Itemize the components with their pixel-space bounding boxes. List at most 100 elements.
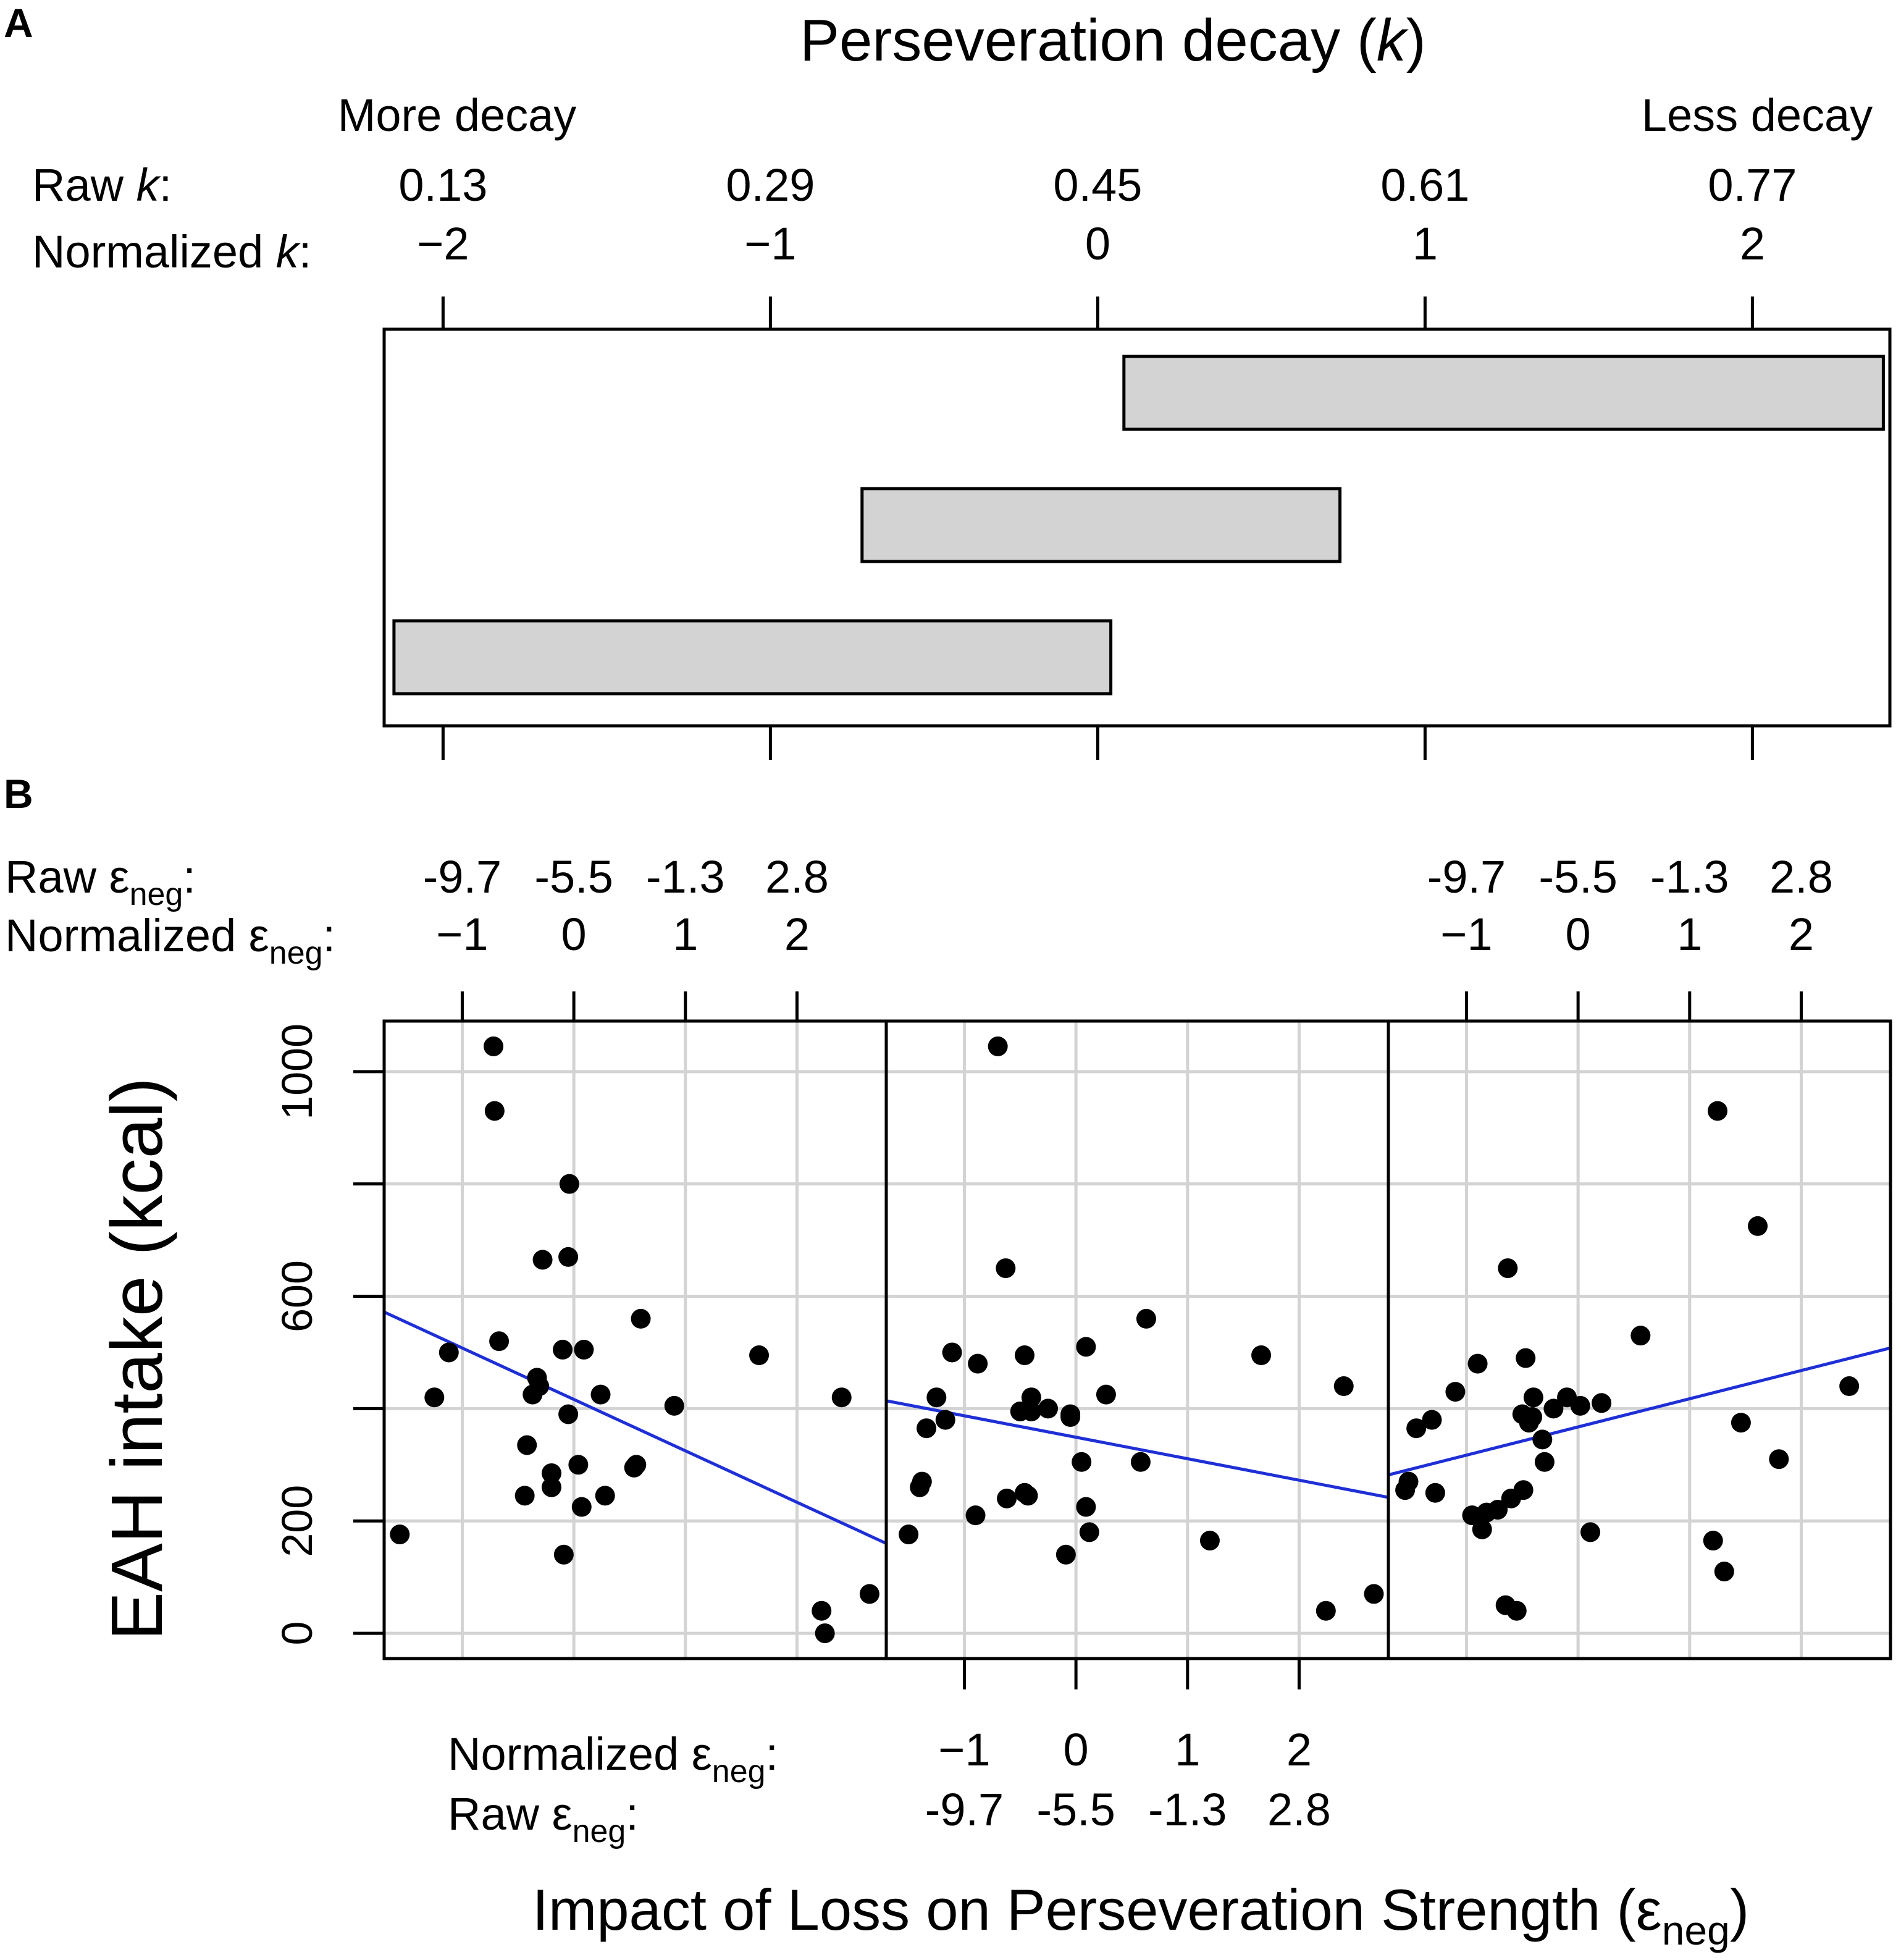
data-point-0-2 [439,1342,459,1363]
scatter-panel-1: −1 -9.7 0 -5.5 1 -1.3 2 2.8 [884,1019,1390,1835]
data-point-2-21 [1532,1429,1553,1450]
normalized-eps-label-left-sub: neg [269,935,323,971]
data-point-1-21 [1060,1407,1081,1428]
data-point-1-9 [988,1036,1008,1056]
normalized-k-tick-4: 2 [1740,218,1765,269]
data-point-0-17 [559,1174,579,1194]
normalized-eps-label-bottom-sub: neg [712,1754,766,1790]
raw-eps-label-left-sub: neg [130,877,183,912]
data-point-2-20 [1523,1387,1543,1408]
data-point-2-1 [1398,1471,1419,1492]
data-point-2-4 [1425,1483,1445,1503]
data-point-2-3 [1422,1410,1442,1430]
data-point-1-14 [1015,1345,1035,1366]
data-point-2-31 [1714,1562,1734,1582]
panel-b-plots: -9.7 −1 -5.5 0 -1.3 1 2.8 2 −1 -9.7 0 -5.5 1 -1.3 2 2.8… [273,851,1892,1835]
data-point-0-11 [532,1250,553,1270]
raw-eps-bottom-tick-label-3: 2.8 [1267,1784,1331,1835]
raw-eps-label-bottom: Raw εneg: [448,1788,639,1849]
raw-eps-label-bottom-text: Raw ε [448,1788,573,1840]
x-axis-title-sub: neg [1662,1907,1730,1953]
raw-eps-bottom-tick-label-1: -5.5 [1036,1784,1115,1835]
panel-b: B Raw εneg: Normalized εneg: Normalized … [4,771,1892,1953]
data-point-0-25 [626,1455,647,1475]
data-point-0-1 [424,1387,445,1408]
data-point-2-22 [1534,1452,1555,1472]
normalized-k-label-text: Normalized [32,226,276,277]
normalized-eps-top-tick-label-0-0: −1 [436,909,488,960]
data-point-1-0 [899,1525,919,1545]
data-point-2-5 [1445,1382,1466,1402]
data-point-1-24 [1076,1337,1096,1357]
data-point-1-18 [1038,1398,1058,1419]
raw-k-tick-1: 0.29 [726,159,815,211]
normalized-eps-bottom-tick-label-2: 1 [1175,1724,1200,1775]
data-point-1-19 [1055,1544,1076,1565]
data-point-1-11 [997,1488,1017,1508]
normalized-eps-bottom-tick-label-1: 0 [1064,1724,1089,1775]
data-point-2-23 [1543,1398,1564,1419]
raw-eps-bottom-tick-label-2: -1.3 [1148,1784,1227,1835]
k-interval-bar-1 [860,487,1342,563]
raw-eps-top-tick-label-0-2: -1.3 [646,851,725,902]
fit-line-1 [886,1399,1389,1499]
data-point-1-33 [1364,1584,1384,1604]
raw-eps-label-bottom-sub: neg [573,1814,626,1849]
data-point-1-30 [1251,1345,1272,1366]
raw-eps-top-tick-label-0-1: -5.5 [534,851,613,902]
data-point-2-19 [1522,1407,1543,1428]
normalized-eps-label-left-text: Normalized ε [5,910,269,961]
scatter-panel-0: -9.7 −1 -5.5 0 -1.3 1 2.8 2 [382,851,888,1660]
data-point-0-26 [631,1308,651,1329]
normalized-eps-label-bottom: Normalized εneg: [448,1728,778,1790]
y-axis: 0 200 600 1000 [273,1024,384,1646]
data-point-1-3 [917,1418,937,1439]
data-point-0-22 [590,1384,611,1405]
data-point-0-13 [542,1463,561,1483]
data-point-0-32 [859,1584,879,1604]
normalized-k-tick-1: −1 [744,218,796,269]
data-point-1-28 [1136,1308,1156,1329]
raw-k-tick-0: 0.13 [398,159,487,211]
raw-eps-bottom-tick-label-0: -9.7 [925,1784,1004,1835]
data-point-2-27 [1592,1393,1612,1413]
fit-line-0 [383,1310,888,1545]
data-point-0-6 [514,1486,535,1506]
data-point-2-26 [1580,1522,1601,1542]
normalized-eps-label-bottom-text: Normalized ε [448,1728,712,1780]
data-point-0-18 [558,1247,579,1267]
data-point-2-17 [1516,1348,1536,1368]
panel-a-title: Perseveration decay (k) [800,7,1426,74]
normalized-eps-bottom-tick-label-0: −1 [938,1724,990,1775]
raw-eps-label-bottom-colon: : [626,1788,639,1840]
panel-a: A Perseveration decay (k) More decay Les… [4,0,1892,760]
raw-k-label-var: k [136,159,162,211]
data-point-0-21 [574,1339,594,1360]
y-tick-label-2: 600 [273,1260,321,1332]
data-point-2-14 [1506,1600,1527,1621]
normalized-eps-top-tick-label-2-3: 2 [1789,909,1814,960]
data-point-0-31 [831,1387,852,1408]
raw-eps-top-tick-label-2-2: -1.3 [1650,851,1729,902]
raw-eps-top-tick-label-2-0: -9.7 [1427,851,1506,902]
x-axis-title-end: ) [1730,1877,1749,1942]
normalized-k-tick-3: 1 [1412,218,1438,269]
data-point-2-25 [1570,1395,1590,1416]
x-axis-title: Impact of Loss on Perseveration Strength… [532,1877,1749,1953]
raw-k-label-colon: : [159,159,172,211]
normalized-k-tick-0: −2 [417,218,469,269]
normalized-k-label-var: k [276,226,301,277]
data-point-0-3 [484,1036,504,1056]
normalized-eps-top-tick-label-0-1: 0 [561,909,587,960]
normalized-k-tick-2: 0 [1085,218,1110,269]
data-point-1-22 [1072,1452,1092,1472]
y-axis-title: EAH intake (kcal) [96,1077,178,1641]
panel-a-title-main: Perseveration decay ( [800,7,1377,74]
data-point-0-7 [517,1435,537,1455]
normalized-eps-top-tick-label-2-2: 1 [1677,909,1702,960]
data-point-1-16 [1021,1387,1041,1408]
data-point-0-28 [749,1345,770,1366]
x-axis-title-main: Impact of Loss on Perseveration Strength… [532,1877,1662,1942]
raw-k-label-text: Raw [32,159,136,211]
